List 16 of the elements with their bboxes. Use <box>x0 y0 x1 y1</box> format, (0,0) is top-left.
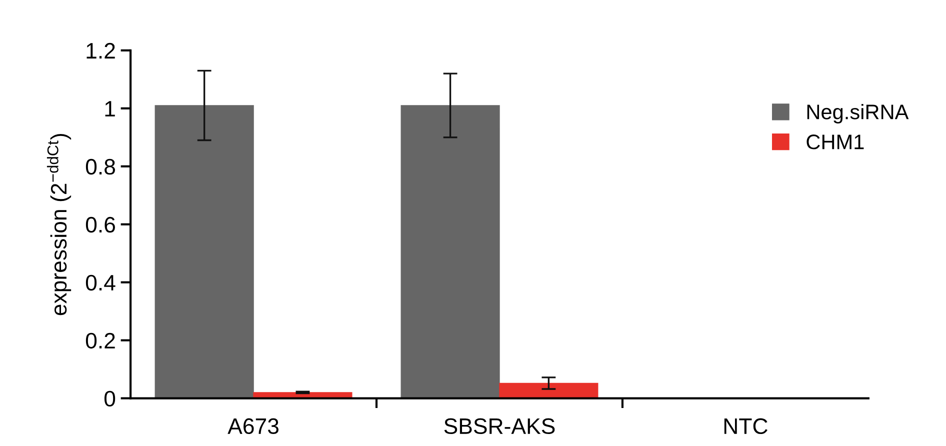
x-tick-label: NTC <box>724 418 768 434</box>
y-axis-title: expression (2$^{−ddCt}$) <box>46 134 72 316</box>
bar <box>400 105 500 398</box>
y-tick-label: 0 <box>104 390 116 407</box>
y-tick-label: 1 <box>105 101 115 116</box>
y-tick-label: 0.2 <box>86 332 115 349</box>
y-tick-label: 0.8 <box>86 158 115 175</box>
x-tick-label: A673 <box>228 418 278 434</box>
y-tick-label: 0.6 <box>86 216 115 233</box>
legend-label: Neg.siRNA <box>807 104 909 124</box>
legend-label: CHM1 <box>806 134 864 150</box>
y-tick-label: 0.4 <box>86 274 116 291</box>
y-tick-label: 1.2 <box>86 42 115 58</box>
bar <box>499 382 598 398</box>
bar <box>154 105 254 398</box>
x-tick-label: SBSR-AKS <box>444 418 555 434</box>
